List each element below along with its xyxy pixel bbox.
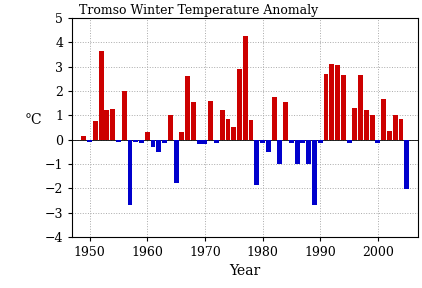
Bar xyxy=(156,140,161,152)
Bar xyxy=(87,140,92,142)
Bar xyxy=(329,64,334,140)
Bar xyxy=(370,115,375,140)
Bar xyxy=(214,140,219,143)
Bar xyxy=(352,108,357,140)
Bar xyxy=(318,140,323,143)
Bar xyxy=(237,69,242,140)
Bar xyxy=(162,140,167,143)
Bar xyxy=(122,91,127,140)
Bar xyxy=(208,101,213,140)
Bar xyxy=(300,140,306,143)
Bar xyxy=(358,75,363,140)
Bar xyxy=(151,140,155,147)
Bar xyxy=(341,75,346,140)
Bar xyxy=(289,140,294,143)
Bar xyxy=(145,132,150,140)
Bar xyxy=(387,131,392,140)
Bar xyxy=(231,127,236,140)
Bar xyxy=(110,109,115,140)
Bar xyxy=(404,140,409,190)
Bar xyxy=(249,120,254,140)
Bar xyxy=(260,140,265,143)
Bar xyxy=(381,99,386,140)
Bar xyxy=(272,97,276,140)
Bar xyxy=(283,102,288,140)
Bar xyxy=(99,51,103,140)
Bar xyxy=(191,102,196,140)
Bar xyxy=(139,140,144,143)
Bar xyxy=(93,121,98,140)
Bar xyxy=(225,119,230,140)
Bar xyxy=(376,140,380,143)
Bar xyxy=(398,119,403,140)
Bar xyxy=(312,140,317,205)
Bar xyxy=(306,140,311,164)
Bar xyxy=(266,140,271,152)
Bar xyxy=(127,140,133,205)
Bar xyxy=(295,140,300,164)
Bar xyxy=(179,132,184,140)
Bar xyxy=(254,140,259,185)
Bar xyxy=(197,140,202,145)
Bar xyxy=(185,76,190,140)
Bar xyxy=(81,136,86,140)
Bar xyxy=(335,65,340,140)
Bar xyxy=(243,36,248,140)
Bar xyxy=(364,110,369,140)
Bar xyxy=(220,110,225,140)
Bar xyxy=(133,140,138,142)
Bar xyxy=(168,115,173,140)
Bar xyxy=(203,140,207,145)
Bar xyxy=(324,74,328,140)
Bar xyxy=(277,140,282,164)
Bar xyxy=(346,140,352,143)
Text: Tromso Winter Temperature Anomaly: Tromso Winter Temperature Anomaly xyxy=(79,4,319,17)
Bar xyxy=(393,115,398,140)
X-axis label: Year: Year xyxy=(230,264,261,278)
Y-axis label: °C: °C xyxy=(25,113,43,127)
Bar xyxy=(116,140,121,142)
Bar xyxy=(173,140,179,183)
Bar xyxy=(105,110,109,140)
